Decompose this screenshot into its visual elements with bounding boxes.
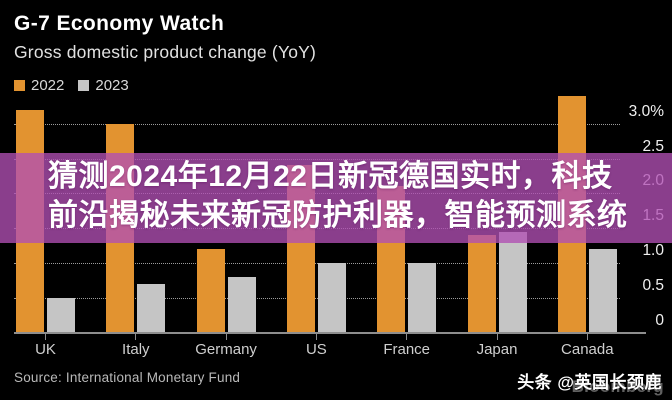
- y-axis-label-3.0%: 3.0%: [628, 102, 664, 120]
- y-axis-label-0.5: 0.5: [642, 277, 664, 295]
- overlay-banner: 猜测2024年12月22日新冠德国实时，科技 前沿揭秘未来新冠防护利器，智能预测…: [0, 153, 672, 243]
- axis-tick-uk: [45, 334, 46, 340]
- bar-2023-france: [408, 263, 437, 333]
- gridline-3.0%: [14, 123, 620, 125]
- bloomberg-watermark: Bloomberg: [571, 377, 664, 396]
- bar-2022-japan: [467, 235, 496, 333]
- axis-tick-germany: [225, 334, 227, 340]
- toutiao-credit: 头条 @英国长颈鹿: [517, 373, 662, 392]
- gridline-1.0: [14, 263, 620, 265]
- bar-2023-canada: [588, 249, 617, 333]
- gridline-0.5: [14, 298, 620, 300]
- chart-subtitle: Gross domestic product change (YoY): [14, 42, 317, 62]
- axis-tick-france: [406, 334, 408, 340]
- y-axis-label-0: 0: [655, 312, 664, 329]
- bar-2023-germany: [227, 277, 256, 333]
- axis-tick-japan: [496, 334, 498, 340]
- overlay-banner-line2: 前沿揭秘未来新冠防护利器，智能预测系统: [48, 199, 628, 232]
- legend: 2022 2023: [14, 77, 129, 94]
- legend-item-2022: 2022: [14, 77, 64, 94]
- bar-2023-japan: [498, 232, 527, 333]
- overlay-banner-line1: 猜测2024年12月22日新冠德国实时，科技: [48, 160, 613, 193]
- bar-2022-germany: [196, 249, 225, 333]
- bar-2023-uk: [47, 298, 75, 333]
- axis-tick-italy: [135, 334, 137, 340]
- legend-item-2023: 2023: [78, 77, 129, 94]
- category-label-italy: Italy: [122, 341, 150, 358]
- category-label-us: US: [305, 341, 327, 358]
- y-axis-label-2.5: 2.5: [642, 137, 664, 155]
- bar-2023-italy: [137, 284, 166, 333]
- legend-swatch-2022: [14, 80, 25, 91]
- axis-tick-canada: [586, 334, 588, 340]
- chart-title: G-7 Economy Watch: [14, 12, 225, 35]
- axis-tick-us: [315, 334, 317, 340]
- category-label-uk: UK: [35, 341, 56, 358]
- x-axis-baseline: [14, 332, 646, 334]
- category-label-germany: Germany: [195, 341, 257, 358]
- category-label-japan: Japan: [476, 341, 518, 358]
- source-note: Source: International Monetary Fund: [14, 370, 241, 385]
- y-axis-label-1.0: 1.0: [642, 242, 664, 260]
- legend-label-2022: 2022: [31, 77, 65, 94]
- category-label-canada: Canada: [561, 341, 614, 358]
- legend-swatch-2023: [78, 80, 90, 91]
- bar-2023-us: [317, 263, 346, 333]
- category-label-france: France: [383, 341, 431, 358]
- legend-label-2023: 2023: [95, 77, 129, 94]
